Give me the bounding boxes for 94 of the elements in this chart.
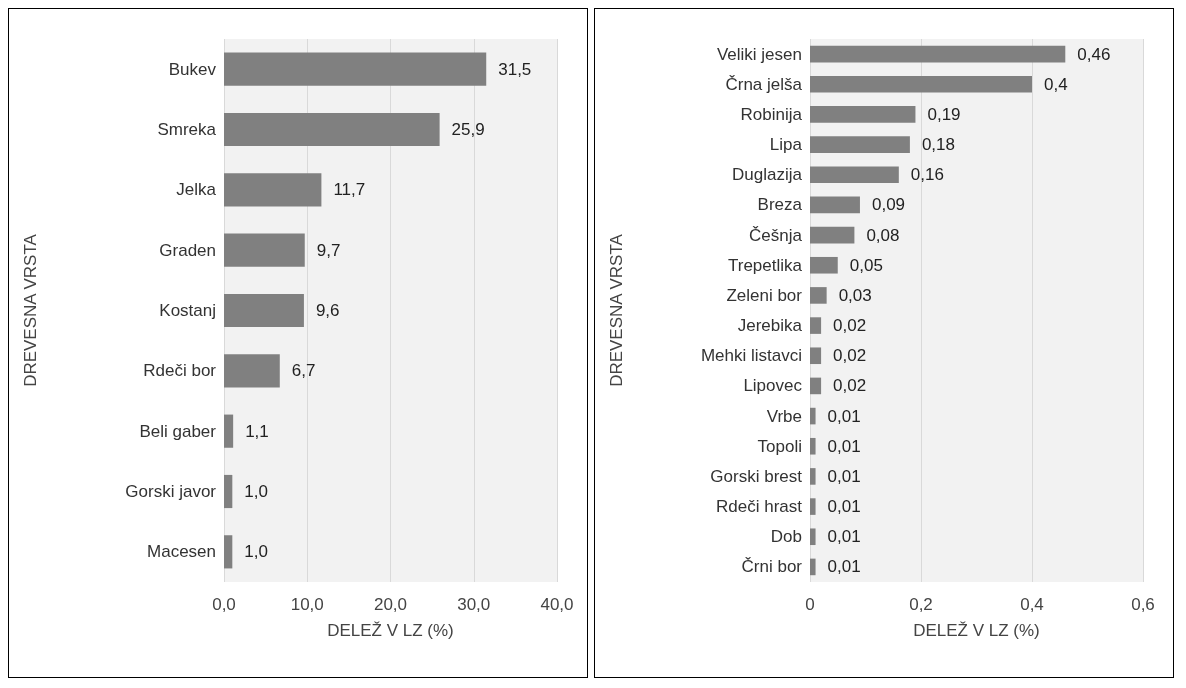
bar bbox=[810, 166, 899, 184]
y-tick-label: Vrbe bbox=[766, 406, 802, 426]
y-tick-label: Robinija bbox=[740, 104, 803, 124]
bar bbox=[810, 407, 816, 425]
y-tick-label: Črni bor bbox=[741, 557, 803, 577]
data-label: 0,19 bbox=[927, 104, 961, 124]
data-label: 31,5 bbox=[498, 59, 532, 79]
bar bbox=[224, 233, 305, 267]
data-label: 0,05 bbox=[849, 255, 883, 275]
y-tick-label: Jerebika bbox=[737, 316, 803, 336]
bar bbox=[810, 558, 816, 576]
y-tick-label: Črna jelša bbox=[725, 74, 803, 94]
bar bbox=[810, 256, 838, 274]
bar bbox=[810, 347, 822, 365]
y-tick-label: Veliki jesen bbox=[716, 44, 802, 64]
data-label: 0,02 bbox=[833, 316, 867, 336]
x-tick-label: 20,0 bbox=[373, 595, 408, 614]
x-tick-label: 40,0 bbox=[540, 595, 574, 614]
x-tick-label: 0 bbox=[805, 595, 815, 614]
data-label: 0,09 bbox=[871, 195, 906, 215]
y-tick-label: Rdeči bor bbox=[143, 361, 217, 381]
y-tick-label: Kostanj bbox=[159, 301, 216, 320]
data-label: 1,0 bbox=[244, 482, 268, 501]
data-label: 0,01 bbox=[827, 436, 861, 456]
x-tick-label: 0,0 bbox=[212, 595, 236, 614]
data-label: 0,01 bbox=[827, 557, 861, 577]
y-tick-label: Bukev bbox=[168, 59, 217, 79]
bar bbox=[224, 173, 322, 207]
y-tick-label: Zeleni bor bbox=[726, 285, 803, 305]
y-tick-label: Graden bbox=[159, 240, 216, 260]
y-tick-label: Breza bbox=[757, 195, 803, 215]
data-label: 9,6 bbox=[315, 301, 340, 320]
data-label: 0,46 bbox=[1077, 44, 1111, 64]
y-tick-label: Topoli bbox=[757, 436, 802, 456]
data-label: 0,01 bbox=[827, 527, 861, 547]
bar bbox=[810, 498, 816, 515]
bar bbox=[810, 226, 855, 244]
bar bbox=[810, 468, 816, 485]
y-tick-label: Jelka bbox=[176, 180, 217, 200]
data-label: 0,02 bbox=[833, 376, 867, 396]
y-tick-label: Macesen bbox=[147, 542, 216, 562]
bar bbox=[224, 474, 233, 509]
y-tick-label: Češnja bbox=[749, 225, 803, 245]
x-axis-title: DELEŽ V LZ (%) bbox=[913, 621, 1040, 640]
y-axis-title: DREVESNA VRSTA bbox=[607, 233, 626, 387]
y-tick-label: Lipovec bbox=[743, 376, 803, 396]
bar bbox=[810, 106, 916, 123]
bar bbox=[810, 287, 827, 304]
y-tick-label: Rdeči hrast bbox=[716, 497, 803, 517]
bar bbox=[810, 437, 816, 455]
data-label: 0,01 bbox=[827, 497, 861, 517]
bar bbox=[810, 136, 910, 153]
bar bbox=[224, 112, 440, 147]
bar bbox=[810, 45, 1066, 63]
data-label: 0,01 bbox=[827, 406, 861, 426]
x-tick-label: 10,0 bbox=[290, 595, 324, 614]
data-label: 11,7 bbox=[333, 180, 366, 200]
data-label: 1,0 bbox=[244, 542, 268, 562]
x-tick-label: 30,0 bbox=[457, 595, 491, 614]
bar bbox=[810, 317, 822, 334]
x-tick-label: 0,4 bbox=[1020, 595, 1044, 614]
x-tick-label: 0,6 bbox=[1131, 595, 1155, 614]
data-label: 6,7 bbox=[291, 361, 316, 381]
bar bbox=[224, 354, 280, 388]
bar bbox=[224, 414, 234, 448]
data-label: 25,9 bbox=[451, 120, 485, 139]
y-tick-label: Lipa bbox=[769, 135, 803, 155]
data-label: 0,16 bbox=[910, 165, 944, 185]
y-tick-label: Gorski javor bbox=[125, 482, 217, 501]
y-tick-label: Dob bbox=[770, 527, 802, 547]
bar bbox=[810, 196, 860, 214]
y-tick-label: Beli gaber bbox=[139, 421, 217, 441]
y-tick-label: Mehki listavci bbox=[700, 346, 802, 366]
y-tick-label: Smreka bbox=[157, 120, 217, 139]
x-axis-title: DELEŽ V LZ (%) bbox=[327, 621, 454, 640]
data-label: 0,08 bbox=[866, 225, 900, 245]
data-label: 0,02 bbox=[833, 346, 867, 366]
bar bbox=[224, 293, 304, 328]
bar bbox=[224, 535, 233, 569]
y-axis-title: DREVESNA VRSTA bbox=[21, 233, 40, 387]
bar bbox=[810, 528, 816, 546]
data-label: 0,01 bbox=[827, 466, 861, 486]
y-tick-label: Gorski brest bbox=[710, 466, 803, 486]
data-label: 0,4 bbox=[1044, 74, 1068, 94]
x-tick-label: 0,2 bbox=[909, 595, 933, 614]
data-label: 9,7 bbox=[316, 240, 341, 260]
data-label: 0,18 bbox=[921, 135, 955, 155]
y-tick-label: Duglazija bbox=[732, 165, 803, 185]
bar bbox=[810, 377, 822, 395]
data-label: 0,03 bbox=[838, 285, 872, 305]
bar bbox=[810, 75, 1032, 93]
data-label: 1,1 bbox=[245, 421, 269, 441]
y-tick-label: Trepetlika bbox=[727, 255, 803, 275]
bar bbox=[224, 52, 487, 86]
